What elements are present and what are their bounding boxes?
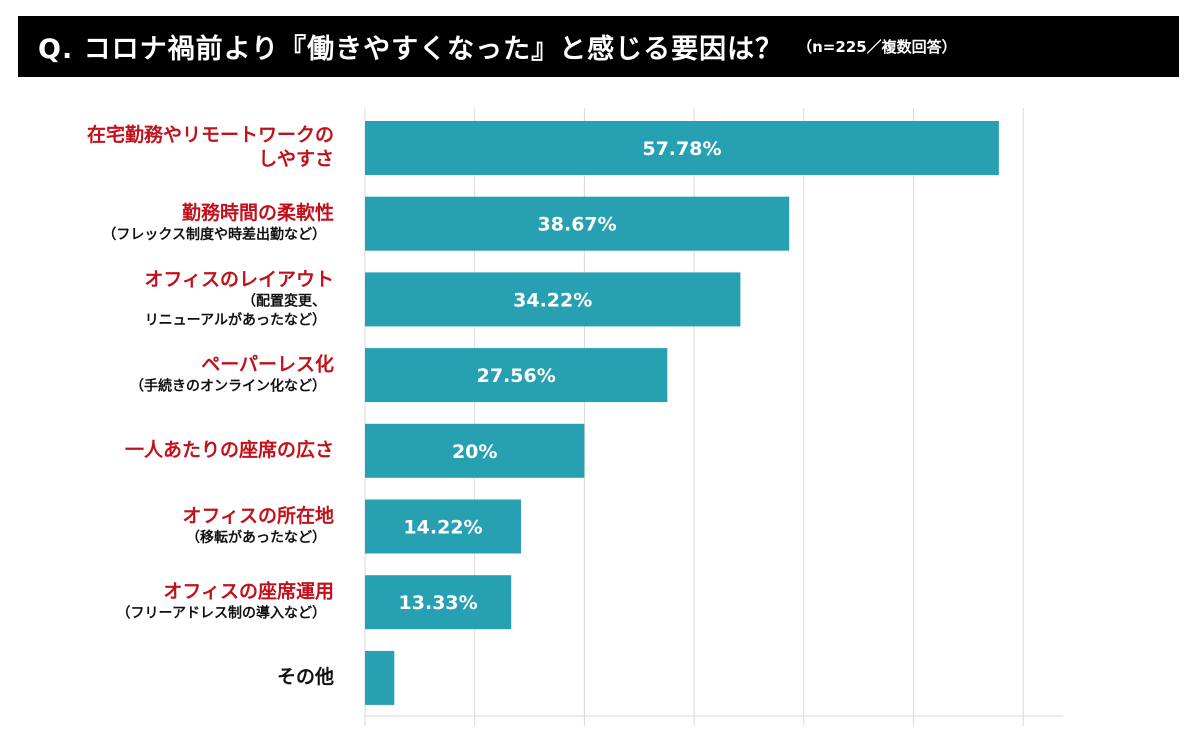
- category-sublabel: （フリーアドレス制の導入など）: [117, 605, 326, 622]
- chart-title: Q. コロナ禍前より『働きやすくなった』と感じる要因は？: [38, 34, 784, 65]
- category-sublabel: （手続きのオンライン化など）: [130, 378, 326, 395]
- bar: [365, 499, 521, 554]
- category-sublabel: （移転があったなど）: [186, 529, 326, 546]
- chart-title-bar: Q. コロナ禍前より『働きやすくなった』と感じる要因は？ （n=225／複数回答…: [18, 16, 1179, 77]
- category-label: その他: [277, 665, 334, 688]
- bar-value-label: 38.67%: [538, 214, 617, 236]
- category-sublabel: リニューアルがあったなど）: [145, 311, 326, 328]
- chart-sample-note: （n=225／複数回答）: [797, 38, 957, 56]
- bar-value-label: 13.33%: [399, 592, 478, 614]
- bar: [365, 272, 741, 327]
- bar: [365, 423, 585, 478]
- bar: [365, 121, 999, 175]
- bar-value-label: 27.56%: [477, 365, 556, 387]
- category-label: ペーパーレス化: [201, 353, 334, 376]
- bar-value-label: 57.78%: [642, 138, 721, 160]
- category-label: 在宅勤務やリモートワークの: [87, 123, 334, 146]
- category-sublabel: （フレックス制度や時差出勤など）: [102, 226, 326, 243]
- category-label: 一人あたりの座席の広さ: [125, 438, 334, 461]
- category-label: オフィスのレイアウト: [144, 268, 334, 290]
- bar-value-label: 14.22%: [403, 517, 482, 539]
- bar-value-label: 34.22%: [513, 289, 592, 311]
- bar-value-label: 20%: [452, 441, 497, 463]
- category-sublabel: （配置変更、: [242, 292, 326, 309]
- category-label: 勤務時間の柔軟性: [182, 201, 334, 224]
- category-label: オフィスの座席運用: [163, 580, 334, 603]
- category-label: オフィスの所在地: [182, 504, 334, 527]
- bar: [365, 575, 512, 630]
- bar: [365, 650, 395, 705]
- bar: [365, 348, 668, 403]
- bar: [365, 196, 790, 251]
- category-label: しやすさ: [258, 148, 334, 170]
